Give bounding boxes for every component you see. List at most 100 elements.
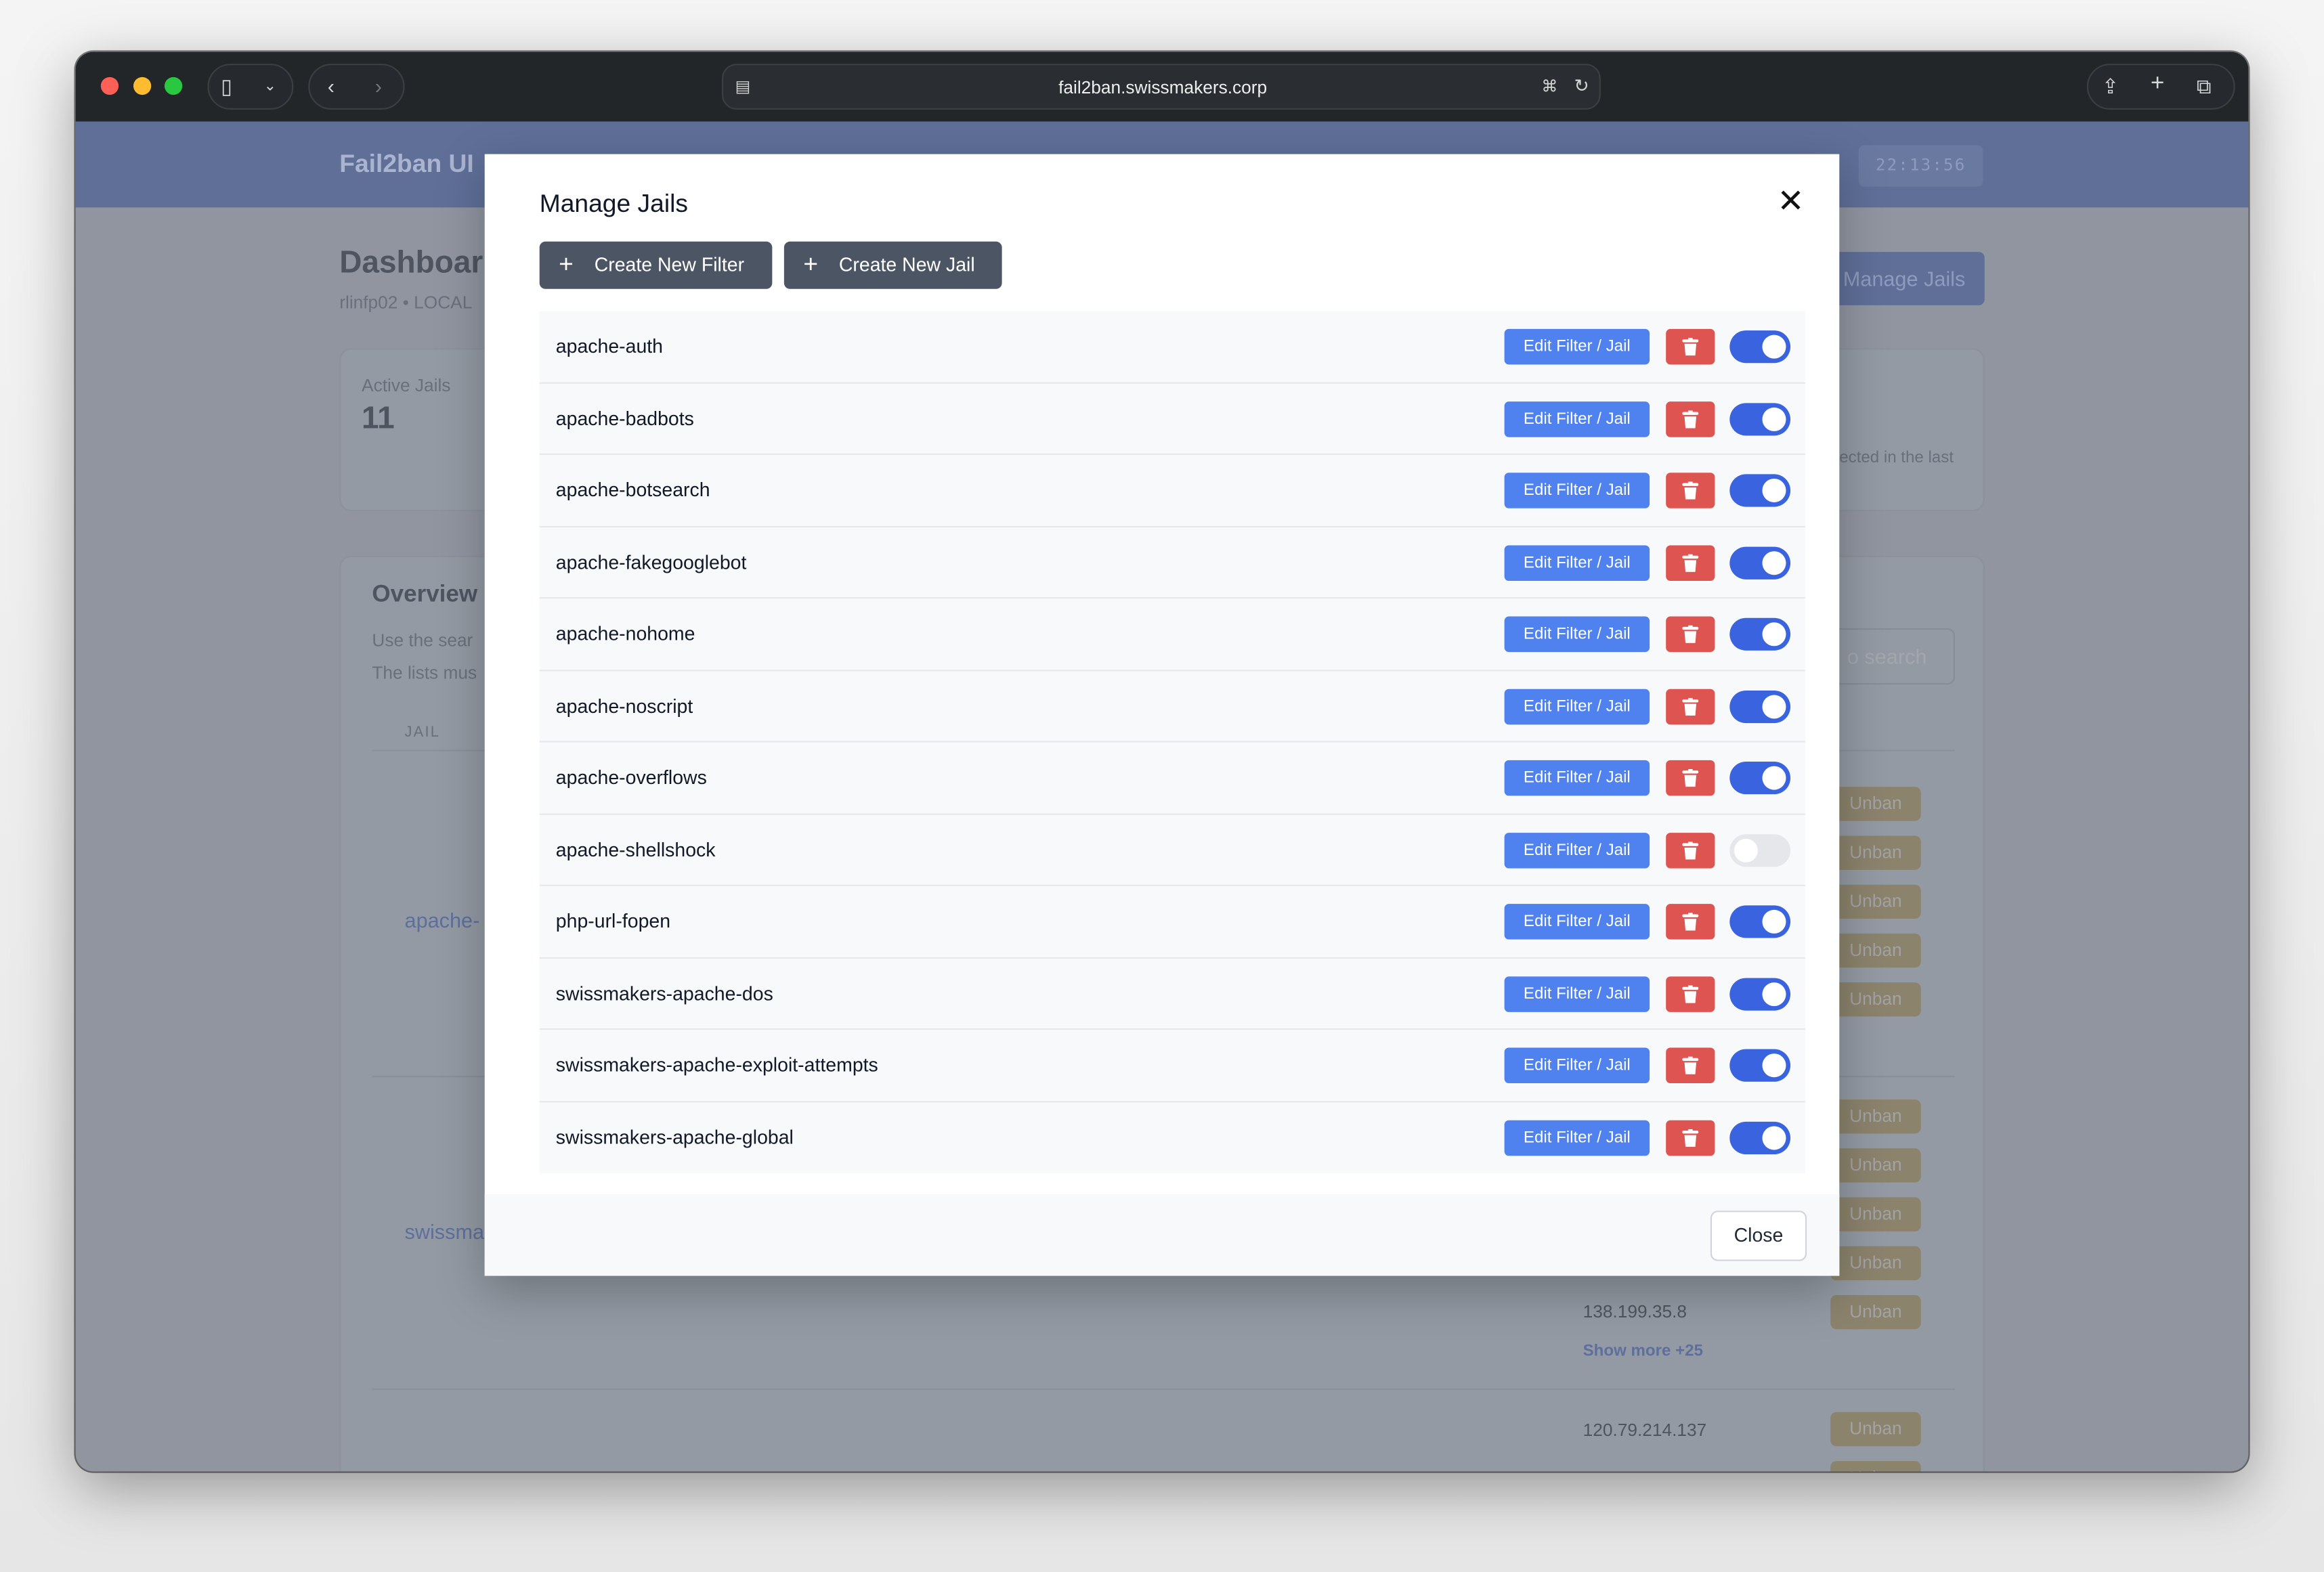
share-icon[interactable]: ⇪ bbox=[2101, 74, 2119, 98]
toggle-knob bbox=[1762, 406, 1786, 431]
toggle-knob bbox=[1762, 334, 1786, 359]
delete-jail-button[interactable] bbox=[1666, 688, 1715, 724]
edit-filter-jail-button[interactable]: Edit Filter / Jail bbox=[1504, 1119, 1650, 1156]
unban-button[interactable]: Unban bbox=[1830, 1148, 1921, 1182]
modal-title: Manage Jails bbox=[539, 190, 688, 218]
jail-enabled-toggle[interactable] bbox=[1729, 905, 1791, 938]
unban-button[interactable]: Unban bbox=[1830, 1196, 1921, 1231]
edit-filter-jail-button[interactable]: Edit Filter / Jail bbox=[1504, 544, 1650, 580]
unban-button[interactable]: Unban bbox=[1830, 1245, 1921, 1280]
translate-icon[interactable]: ⌘ bbox=[1541, 79, 1558, 97]
toggle-knob bbox=[1762, 1053, 1786, 1078]
delete-jail-button[interactable] bbox=[1666, 1119, 1715, 1156]
jail-link[interactable]: apache- bbox=[404, 908, 480, 932]
trash-icon bbox=[1682, 841, 1699, 859]
close-icon[interactable]: ✕ bbox=[1777, 182, 1805, 219]
delete-jail-button[interactable] bbox=[1666, 976, 1715, 1011]
browser-titlebar: ▯ ⌄ ‹ › ▤ fail2ban.swissmakers.corp ⌘ ↻ … bbox=[75, 51, 2249, 122]
unban-button[interactable]: Unban bbox=[1830, 932, 1921, 967]
trash-icon bbox=[1682, 913, 1699, 931]
delete-jail-button[interactable] bbox=[1666, 1047, 1715, 1083]
sidebar-toggle-button[interactable]: ▯ ⌄ bbox=[207, 64, 294, 110]
jail-enabled-toggle[interactable] bbox=[1729, 474, 1791, 507]
jail-enabled-toggle[interactable] bbox=[1729, 546, 1791, 579]
delete-jail-button[interactable] bbox=[1666, 904, 1715, 940]
toggle-knob bbox=[1762, 478, 1786, 502]
unban-button[interactable]: Unban bbox=[1830, 1460, 1921, 1472]
delete-jail-button[interactable] bbox=[1666, 473, 1715, 508]
close-button[interactable]: Close bbox=[1710, 1210, 1807, 1261]
edit-filter-jail-button[interactable]: Edit Filter / Jail bbox=[1504, 832, 1650, 868]
edit-filter-jail-button[interactable]: Edit Filter / Jail bbox=[1504, 473, 1650, 508]
url-text: fail2ban.swissmakers.corp bbox=[1058, 77, 1268, 98]
delete-jail-button[interactable] bbox=[1666, 832, 1715, 868]
trash-icon bbox=[1682, 338, 1699, 356]
overview-description-2: The lists mus bbox=[372, 662, 477, 684]
modal-footer: Close bbox=[484, 1194, 1840, 1276]
edit-filter-jail-button[interactable]: Edit Filter / Jail bbox=[1504, 401, 1650, 437]
jail-enabled-toggle[interactable] bbox=[1729, 689, 1791, 723]
unban-button[interactable]: Unban bbox=[1830, 982, 1921, 1016]
jail-name: swissmakers-apache-exploit-attempts bbox=[555, 1053, 878, 1076]
jail-enabled-toggle[interactable] bbox=[1729, 617, 1791, 651]
toggle-knob bbox=[1762, 1125, 1786, 1150]
edit-filter-jail-button[interactable]: Edit Filter / Jail bbox=[1504, 616, 1650, 653]
manage-jails-button[interactable]: Manage Jails bbox=[1823, 252, 1985, 305]
toggle-knob bbox=[1762, 622, 1786, 647]
delete-jail-button[interactable] bbox=[1666, 616, 1715, 653]
toggle-knob bbox=[1762, 909, 1786, 934]
tabs-overview-icon[interactable]: ⧉ bbox=[2196, 74, 2212, 98]
create-filter-button[interactable]: + Create New Filter bbox=[539, 241, 773, 289]
forward-icon[interactable]: › bbox=[374, 74, 382, 98]
toggle-knob bbox=[1762, 766, 1786, 790]
delete-jail-button[interactable] bbox=[1666, 401, 1715, 437]
divider bbox=[372, 1388, 1956, 1391]
show-more-link[interactable]: Show more +25 bbox=[1583, 1342, 1703, 1361]
maximize-window-button[interactable] bbox=[164, 77, 183, 95]
delete-jail-button[interactable] bbox=[1666, 760, 1715, 796]
edit-filter-jail-button[interactable]: Edit Filter / Jail bbox=[1504, 688, 1650, 724]
edit-filter-jail-button[interactable]: Edit Filter / Jail bbox=[1504, 328, 1650, 365]
stat-description: ected in the last bbox=[1839, 449, 1954, 467]
jail-enabled-toggle[interactable] bbox=[1729, 402, 1791, 435]
jail-row: swissmakers-apache-exploit-attempts Edit… bbox=[539, 1030, 1805, 1102]
jail-link[interactable]: swissma bbox=[404, 1219, 485, 1244]
toolbar-right: ⇪ + ⧉ bbox=[2086, 64, 2235, 110]
unban-button[interactable]: Unban bbox=[1830, 1411, 1921, 1446]
create-jail-button[interactable]: + Create New Jail bbox=[783, 241, 1002, 289]
trash-icon bbox=[1682, 1056, 1699, 1074]
new-tab-icon[interactable]: + bbox=[2150, 71, 2165, 97]
edit-filter-jail-button[interactable]: Edit Filter / Jail bbox=[1504, 760, 1650, 796]
jail-name: swissmakers-apache-global bbox=[555, 1125, 794, 1148]
jail-name: apache-botsearch bbox=[555, 478, 710, 501]
jail-row: apache-fakegooglebot Edit Filter / Jail bbox=[539, 527, 1805, 599]
edit-filter-jail-button[interactable]: Edit Filter / Jail bbox=[1504, 1047, 1650, 1083]
jail-enabled-toggle[interactable] bbox=[1729, 1120, 1791, 1154]
unban-button[interactable]: Unban bbox=[1830, 883, 1921, 918]
active-jails-label: Active Jails bbox=[362, 374, 451, 396]
delete-jail-button[interactable] bbox=[1666, 328, 1715, 365]
banned-ip: 120.79.214.137 bbox=[1583, 1419, 1707, 1441]
back-icon[interactable]: ‹ bbox=[327, 74, 335, 98]
jail-enabled-toggle[interactable] bbox=[1729, 833, 1791, 867]
unban-button[interactable]: Unban bbox=[1830, 786, 1921, 821]
jail-enabled-toggle[interactable] bbox=[1729, 762, 1791, 795]
address-bar[interactable]: ▤ fail2ban.swissmakers.corp ⌘ ↻ bbox=[721, 64, 1601, 110]
jail-enabled-toggle[interactable] bbox=[1729, 977, 1791, 1010]
minimize-window-button[interactable] bbox=[133, 77, 152, 95]
jail-enabled-toggle[interactable] bbox=[1729, 330, 1791, 364]
edit-filter-jail-button[interactable]: Edit Filter / Jail bbox=[1504, 904, 1650, 940]
edit-filter-jail-button[interactable]: Edit Filter / Jail bbox=[1504, 976, 1650, 1011]
close-window-button[interactable] bbox=[100, 77, 119, 95]
unban-button[interactable]: Unban bbox=[1830, 835, 1921, 869]
unban-button[interactable]: Unban bbox=[1830, 1098, 1921, 1133]
trash-icon bbox=[1682, 553, 1699, 571]
jail-row: apache-badbots Edit Filter / Jail bbox=[539, 383, 1805, 455]
page-settings-icon[interactable]: ▤ bbox=[735, 79, 751, 97]
delete-jail-button[interactable] bbox=[1666, 544, 1715, 580]
reload-icon[interactable]: ↻ bbox=[1574, 75, 1589, 97]
trash-icon bbox=[1682, 768, 1699, 787]
unban-button[interactable]: Unban bbox=[1830, 1294, 1921, 1329]
jail-enabled-toggle[interactable] bbox=[1729, 1049, 1791, 1082]
jail-name: swissmakers-apache-dos bbox=[555, 982, 773, 1004]
